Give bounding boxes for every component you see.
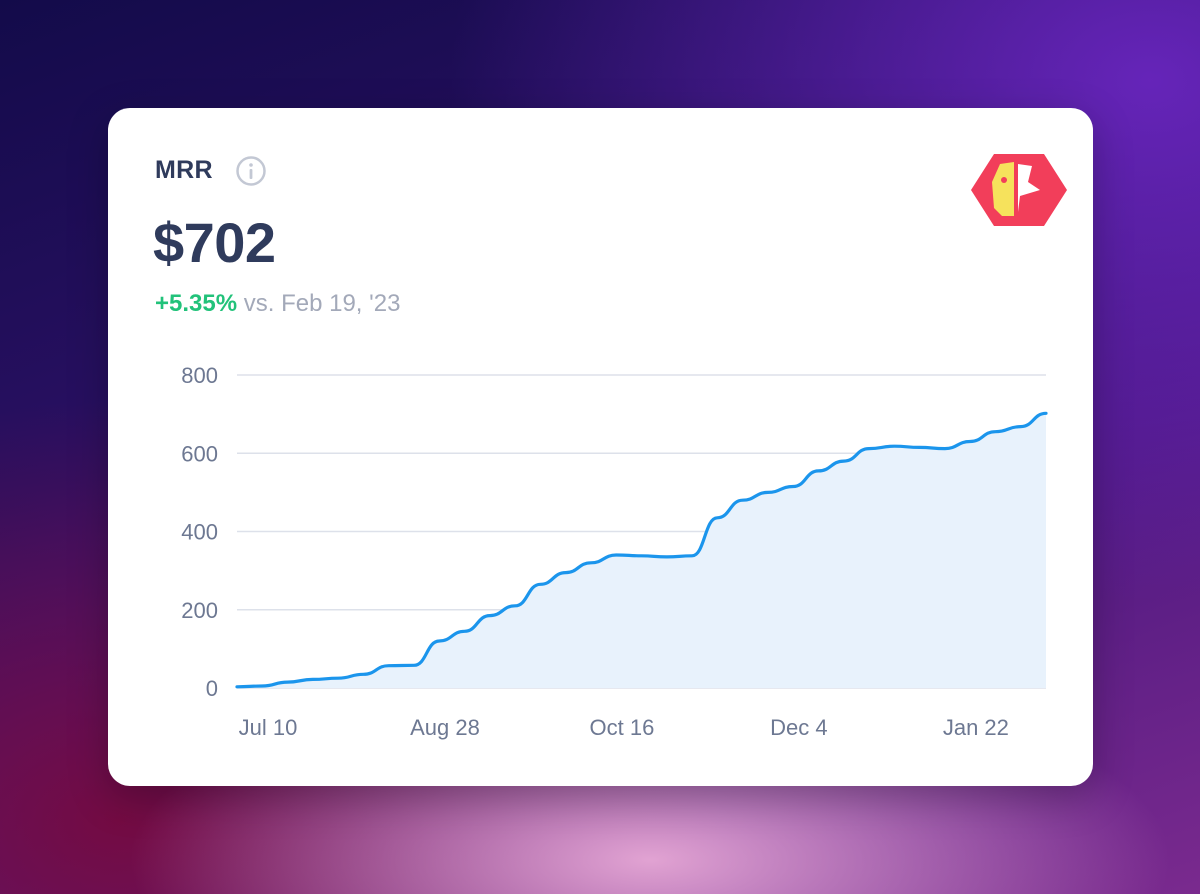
y-tick-label: 800: [181, 363, 218, 388]
delta-percent: +5.35%: [155, 290, 238, 317]
x-tick-label: Oct 16: [590, 715, 655, 740]
parrot-logo-icon: [971, 154, 1067, 226]
y-tick-label: 200: [181, 598, 218, 623]
x-tick-label: Aug 28: [410, 715, 480, 740]
x-tick-label: Jul 10: [239, 715, 298, 740]
y-axis-ticks: 0 200 400 600 800: [181, 363, 218, 701]
series-line: [235, 411, 1048, 689]
metric-title: MRR: [155, 156, 213, 184]
metric-value: $702: [153, 211, 276, 274]
y-tick-label: 0: [206, 676, 218, 701]
mrr-card: MRR $702 +5.35% vs. Feb 19, '23 0 200 400 6…: [108, 108, 1093, 786]
delta-row: +5.35% vs. Feb 19, '23: [155, 290, 400, 318]
x-tick-label: Jan 22: [943, 715, 1009, 740]
y-tick-label: 400: [181, 520, 218, 545]
delta-comparison: vs. Feb 19, '23: [243, 290, 401, 317]
series-area: [237, 413, 1046, 688]
x-tick-label: Dec 4: [770, 715, 827, 740]
x-axis-ticks: Jul 10 Aug 28 Oct 16 Dec 4 Jan 22: [239, 715, 1009, 740]
mrr-area-chart: 0 200 400 600 800 Jul 10 Aug 28 Oct 16 Dec 4 Jan…: [181, 363, 1048, 740]
info-icon[interactable]: [235, 155, 267, 187]
y-tick-label: 600: [181, 441, 218, 466]
